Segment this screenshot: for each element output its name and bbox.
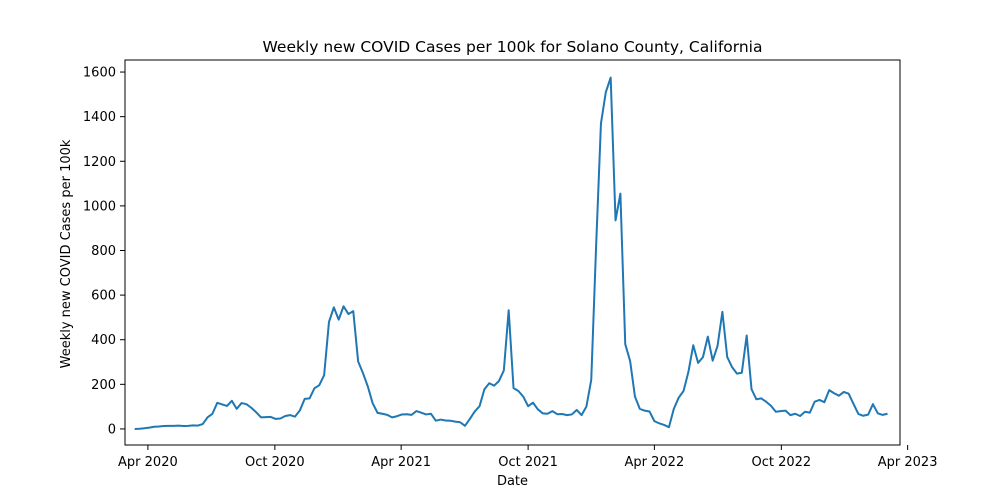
chart-title: Weekly new COVID Cases per 100k for Sola…: [263, 38, 763, 56]
x-tick-label: Apr 2021: [371, 455, 431, 470]
y-tick-label: 400: [91, 333, 116, 348]
y-tick-label: 600: [91, 289, 116, 304]
x-tick-label: Oct 2021: [498, 455, 558, 470]
x-tick-label: Oct 2022: [752, 455, 812, 470]
y-axis-label: Weekly new COVID Cases per 100k: [59, 139, 74, 368]
y-axis: 0 200 400 600 800 1000 1200 1400 1600: [83, 66, 125, 437]
y-tick-label: 200: [91, 378, 116, 393]
x-axis: Apr 2020 Oct 2020 Apr 2021 Oct 2021 Apr 2022…: [118, 445, 937, 470]
series-line: [134, 76, 888, 430]
x-axis-label: Date: [497, 474, 528, 489]
y-tick-label: 0: [108, 422, 116, 437]
y-tick-label: 1000: [83, 199, 116, 214]
y-tick-label: 1400: [83, 110, 116, 125]
plot-area: [134, 76, 888, 430]
y-tick-label: 1600: [83, 66, 116, 81]
x-tick-label: Apr 2020: [118, 455, 178, 470]
y-tick-label: 800: [91, 244, 116, 259]
x-tick-label: Apr 2023: [878, 455, 938, 470]
plot-frame: [124, 59, 901, 446]
y-tick-label: 1200: [83, 155, 116, 170]
x-tick-label: Apr 2022: [625, 455, 685, 470]
x-tick-label: Oct 2020: [245, 455, 305, 470]
